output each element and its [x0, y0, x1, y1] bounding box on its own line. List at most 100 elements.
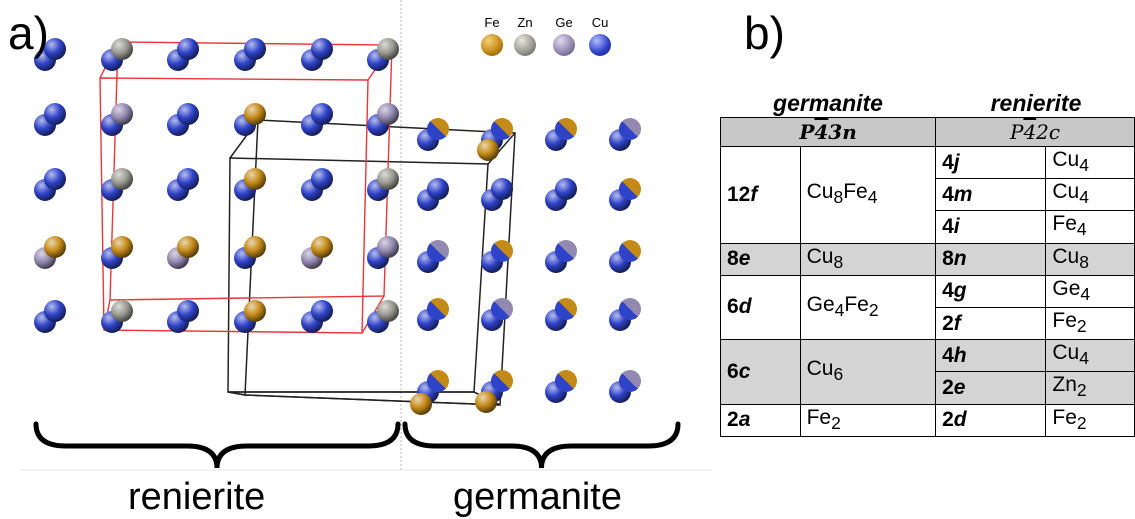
cu-atom — [177, 168, 199, 190]
cu-atom — [44, 103, 66, 125]
occupancy-count: 4 — [1079, 348, 1089, 369]
cu-atom — [44, 300, 66, 322]
site-multiplicity: 4 — [942, 182, 954, 206]
panel-a-label: a) — [8, 7, 49, 59]
occupancy-element: Cu — [1052, 244, 1080, 268]
site-letter: f — [953, 311, 961, 335]
fe-atom — [111, 236, 133, 258]
ge-atom — [377, 236, 399, 258]
table-row: 6c Cu6 4h Cu4 — [720, 339, 1135, 405]
cu-atom — [311, 300, 333, 322]
occupancy-count: 4 — [867, 187, 878, 208]
site-letter: e — [738, 247, 751, 271]
germanite-site-cell: 2a — [720, 403, 801, 437]
ge-atom — [111, 103, 133, 125]
table-row: 4i Fe4 — [721, 210, 1135, 244]
fe-atom — [177, 236, 199, 258]
mixed-site-atom — [555, 370, 577, 392]
renierite-site-cell: 4m — [935, 178, 1047, 212]
site-multiplicity: 8 — [727, 247, 739, 271]
germanite-occupancy-cell: Cu6 — [799, 339, 937, 405]
ge-atom — [377, 103, 399, 125]
renierite-occupancy-cell: Cu4 — [1045, 178, 1135, 212]
site-letter: m — [953, 182, 973, 206]
mixed-site-atom — [491, 370, 513, 392]
cu-atom-icon — [589, 34, 611, 56]
legend-cu: Cu — [584, 16, 616, 56]
occupancy-element: Ge — [1052, 276, 1081, 300]
occupancy-element: Fe — [1052, 405, 1077, 429]
space-group-row: P43n P42c — [719, 117, 1135, 147]
occupancy-element: Cu — [806, 357, 834, 381]
cu-atom — [44, 168, 66, 190]
renierite-site-cell: 2e — [935, 371, 1047, 405]
mixed-site-atom — [427, 298, 449, 320]
germanite-site-cell: 6d — [720, 274, 801, 341]
fe-atom — [244, 300, 266, 322]
occupancy-element: Cu — [1052, 148, 1080, 171]
site-letter: a — [738, 408, 751, 432]
occupancy-element: Fe — [843, 180, 868, 204]
site-multiplicity: 4 — [942, 214, 954, 238]
occupancy-element: Cu — [1052, 180, 1080, 204]
panel-b: b) germanite renierite P43n P42c 12f Cu8F… — [712, 0, 1135, 519]
occupancy-count: 2 — [1076, 316, 1087, 337]
renierite-header: renierite — [990, 90, 1082, 116]
mixed-site-atom — [619, 178, 641, 200]
occupancy-count: 4 — [1076, 219, 1087, 240]
renierite-site-cell: 4j — [935, 145, 1047, 180]
site-multiplicity: 4 — [942, 150, 954, 174]
renierite-occupancy-cell: Cu8 — [1045, 242, 1135, 276]
table-row: 2e Zn 2 — [721, 371, 1135, 405]
renierite-occupancy-cell: Fe2 — [1045, 403, 1135, 437]
legend-cu-label: Cu — [591, 15, 609, 30]
germanite-occupancy-cell: Ge4Fe2 — [799, 274, 937, 341]
fe-atom — [244, 236, 266, 258]
table-row: 2f Fe2 — [721, 306, 1135, 341]
renierite-site-cell: 4i — [935, 210, 1047, 244]
occupancy-count: 8 — [833, 187, 844, 208]
table-row: 8e Cu8 8n Cu8 — [720, 242, 1135, 276]
cu-atom — [177, 38, 199, 60]
occupancy-element: Fe — [1052, 308, 1077, 332]
occupancy-element: Ge — [806, 292, 835, 316]
occupancy-count: 8 — [833, 251, 844, 272]
fe-atom — [244, 168, 266, 190]
renierite-site-cell: 4g — [935, 274, 1047, 308]
occupancy-element: Cu — [806, 244, 834, 268]
panel-a: a) Fe Zn Ge Cu renierite germanite — [8, 0, 712, 518]
mixed-site-atom — [619, 370, 641, 392]
legend-zn: Zn — [509, 16, 541, 56]
zn-atom — [111, 168, 133, 190]
fe-atom — [311, 236, 333, 258]
cu-atom — [491, 178, 513, 200]
mixed-site-atom — [427, 118, 449, 140]
renierite-brace-label: renierite — [128, 476, 266, 518]
site-letter: j — [953, 150, 960, 174]
fe-atom-icon — [481, 34, 503, 56]
cu-atom — [244, 38, 266, 60]
occupancy-element: Cu — [806, 180, 834, 204]
site-letter: h — [953, 343, 967, 367]
table-row: 6d Ge4Fe2 4g Ge4 — [720, 274, 1135, 341]
mixed-site-atom — [491, 240, 513, 262]
mixed-site-atom — [619, 240, 641, 262]
legend-ge-label: Ge — [555, 15, 573, 30]
site-multiplicity: 2 — [942, 375, 954, 399]
site-letter: g — [953, 279, 967, 303]
site-multiplicity: 2 — [942, 311, 954, 335]
mixed-site-atom — [427, 240, 449, 262]
germanite-header: germanite — [773, 90, 883, 116]
occupancy-count: 4 — [834, 300, 845, 321]
site-multiplicity: 2 — [942, 408, 954, 432]
zn-atom-icon — [514, 34, 536, 56]
occupancy-element: Zn — [1052, 373, 1077, 397]
legend-zn-label: Zn — [517, 15, 533, 30]
renierite-occupancy-cell: Cu4 — [1045, 339, 1135, 373]
table-row: 4m Cu4 — [721, 178, 1135, 212]
site-multiplicity: 8 — [942, 247, 954, 271]
fe-atom — [410, 393, 432, 415]
site-letter: e — [953, 375, 966, 399]
cu-atom — [177, 300, 199, 322]
site-letter: d — [953, 408, 967, 432]
